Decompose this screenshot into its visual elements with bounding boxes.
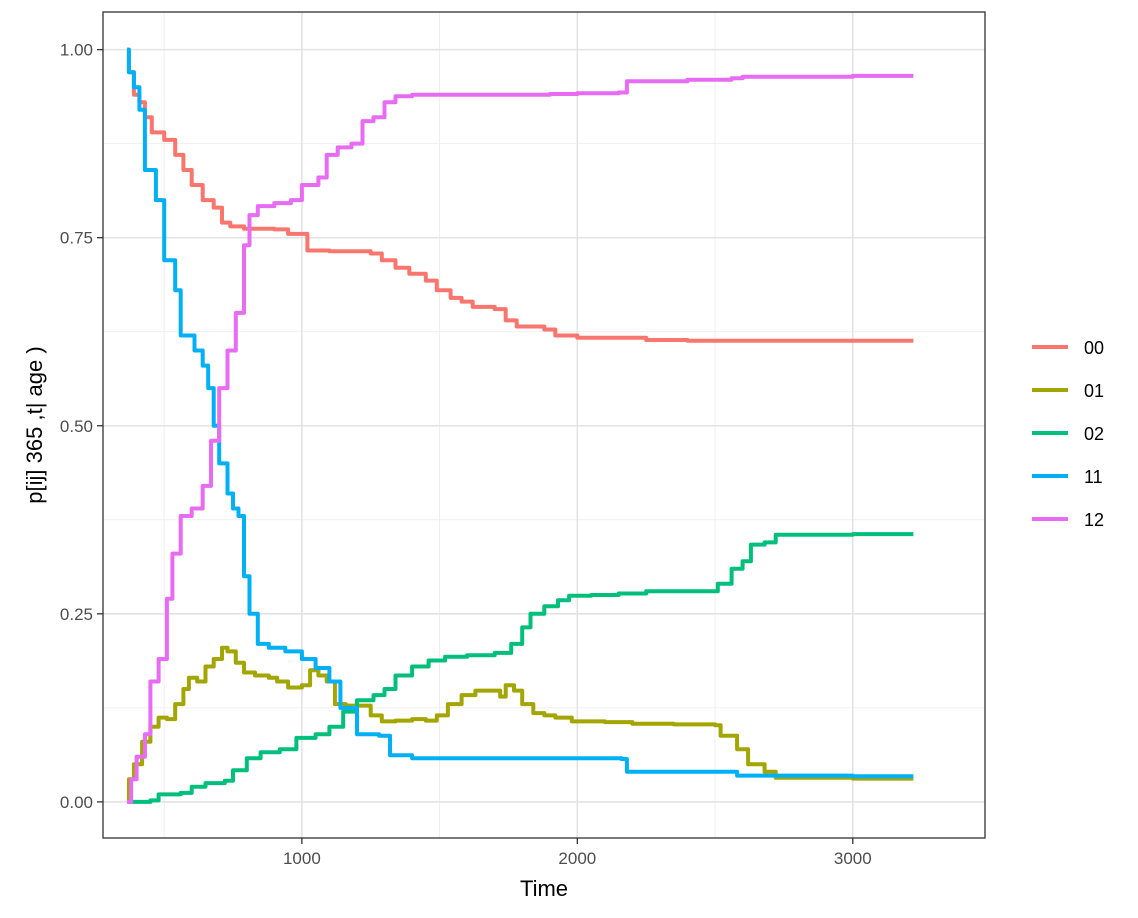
- series-line-02: [127, 532, 914, 804]
- legend-label-12: 12: [1084, 510, 1104, 530]
- plot-panel: [102, 11, 986, 839]
- series-lines: [126, 47, 914, 804]
- legend-label-11: 11: [1084, 467, 1103, 487]
- series-line-12: [127, 73, 914, 804]
- y-tick-label: 0.75: [60, 229, 93, 248]
- y-axis: 0.00 0.25 0.50 0.75 1.00: [60, 41, 103, 812]
- legend-label-01: 01: [1084, 381, 1104, 401]
- y-tick-label: 0.50: [60, 417, 93, 436]
- x-axis: 1000 2000 3000: [283, 838, 872, 868]
- x-tick-label: 3000: [834, 849, 872, 868]
- y-tick-label: 0.25: [60, 605, 93, 624]
- y-tick-label: 1.00: [60, 41, 93, 60]
- series-line-11: [126, 47, 914, 779]
- series-line-00: [126, 47, 914, 343]
- y-axis-title: p[ij] 365 ,t| age ): [22, 346, 47, 503]
- legend-label-00: 00: [1084, 338, 1104, 358]
- legend-label-02: 02: [1084, 424, 1104, 444]
- x-tick-label: 2000: [558, 849, 596, 868]
- x-tick-label: 1000: [283, 849, 321, 868]
- x-axis-title: Time: [520, 876, 568, 901]
- legend: 00 01 02 11 12: [1032, 338, 1104, 530]
- panel-border: [102, 11, 986, 839]
- series-line-01: [126, 645, 914, 804]
- y-tick-label: 0.00: [60, 793, 93, 812]
